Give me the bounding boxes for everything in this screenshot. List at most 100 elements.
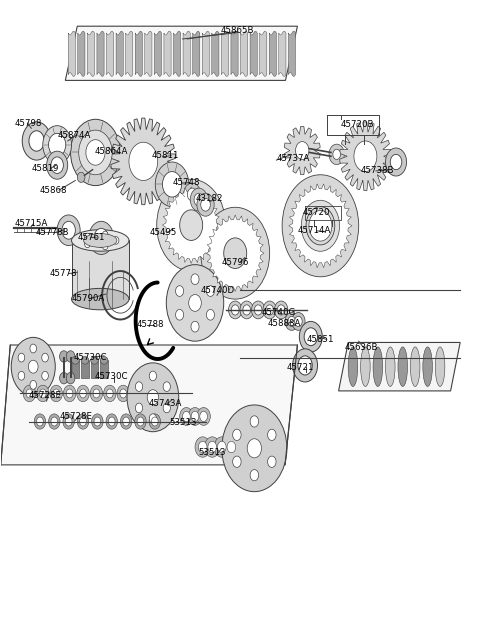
Circle shape [42, 371, 48, 380]
Bar [81, 360, 89, 378]
Polygon shape [289, 184, 352, 268]
Circle shape [51, 417, 58, 426]
Circle shape [80, 417, 86, 426]
Circle shape [224, 238, 247, 268]
Circle shape [217, 442, 226, 453]
Circle shape [63, 414, 74, 429]
Ellipse shape [72, 357, 79, 364]
Text: 45796: 45796 [222, 258, 249, 266]
Text: 45730C: 45730C [95, 373, 128, 381]
Bar [72, 240, 129, 299]
Circle shape [120, 414, 132, 429]
Circle shape [233, 456, 241, 467]
Circle shape [36, 417, 43, 426]
Circle shape [266, 305, 274, 315]
Circle shape [163, 403, 170, 413]
Circle shape [333, 150, 340, 160]
Circle shape [30, 344, 36, 353]
Circle shape [29, 131, 44, 151]
Circle shape [147, 390, 158, 405]
Circle shape [166, 265, 224, 341]
Circle shape [80, 132, 111, 173]
Circle shape [107, 389, 113, 398]
Circle shape [62, 221, 75, 239]
Circle shape [240, 301, 253, 319]
Circle shape [189, 295, 201, 311]
Ellipse shape [423, 347, 432, 387]
Text: 53513: 53513 [169, 418, 197, 427]
Circle shape [65, 417, 72, 426]
Circle shape [92, 414, 103, 429]
Circle shape [129, 142, 157, 180]
Circle shape [90, 385, 103, 402]
Text: 45819: 45819 [31, 164, 59, 173]
Circle shape [227, 442, 236, 453]
Circle shape [300, 321, 323, 352]
Text: 45495: 45495 [149, 228, 177, 237]
Text: 45728E: 45728E [59, 412, 92, 421]
Circle shape [71, 119, 120, 185]
Circle shape [93, 389, 100, 398]
Circle shape [263, 301, 276, 319]
Circle shape [66, 373, 75, 384]
Circle shape [149, 414, 160, 429]
Circle shape [156, 162, 189, 206]
Circle shape [120, 389, 127, 398]
Circle shape [201, 198, 210, 211]
Text: 45865B: 45865B [221, 26, 254, 35]
Text: 45811: 45811 [152, 151, 180, 160]
Circle shape [48, 414, 60, 429]
Circle shape [191, 321, 199, 332]
Circle shape [198, 442, 207, 453]
Circle shape [84, 233, 90, 241]
Circle shape [206, 309, 215, 320]
Circle shape [22, 122, 51, 160]
Circle shape [268, 429, 276, 440]
Text: 45721: 45721 [287, 363, 314, 372]
Circle shape [295, 316, 302, 327]
Circle shape [23, 385, 36, 402]
Ellipse shape [91, 357, 98, 364]
Bar [72, 360, 79, 378]
Polygon shape [65, 26, 298, 81]
Circle shape [191, 412, 199, 422]
Circle shape [77, 173, 85, 182]
Text: 45790A: 45790A [72, 294, 105, 303]
Circle shape [268, 456, 276, 467]
Ellipse shape [373, 347, 383, 387]
Text: 45740G: 45740G [262, 308, 296, 317]
Ellipse shape [81, 357, 89, 364]
Circle shape [80, 389, 86, 398]
Ellipse shape [100, 357, 108, 364]
Text: 45888A: 45888A [268, 320, 301, 328]
Circle shape [102, 231, 108, 239]
Circle shape [275, 301, 288, 319]
Circle shape [117, 385, 130, 402]
Polygon shape [111, 118, 176, 204]
Circle shape [298, 356, 312, 375]
Polygon shape [338, 343, 460, 391]
Circle shape [57, 215, 80, 245]
Text: 45720B: 45720B [340, 120, 374, 129]
Circle shape [66, 351, 75, 362]
Text: 45738B: 45738B [360, 166, 394, 176]
Circle shape [252, 301, 265, 319]
Text: 45720: 45720 [302, 208, 330, 217]
Circle shape [187, 188, 197, 201]
Circle shape [135, 381, 143, 392]
Circle shape [106, 414, 118, 429]
Circle shape [190, 188, 207, 211]
Circle shape [43, 126, 72, 164]
Circle shape [293, 349, 318, 382]
Circle shape [243, 305, 251, 315]
Text: 45728E: 45728E [28, 391, 61, 400]
Circle shape [390, 155, 402, 170]
Circle shape [11, 337, 55, 396]
Circle shape [204, 437, 220, 458]
Ellipse shape [72, 288, 129, 310]
Circle shape [329, 144, 344, 165]
Circle shape [194, 193, 204, 206]
Ellipse shape [385, 347, 395, 387]
Circle shape [285, 312, 299, 330]
Circle shape [228, 301, 242, 319]
